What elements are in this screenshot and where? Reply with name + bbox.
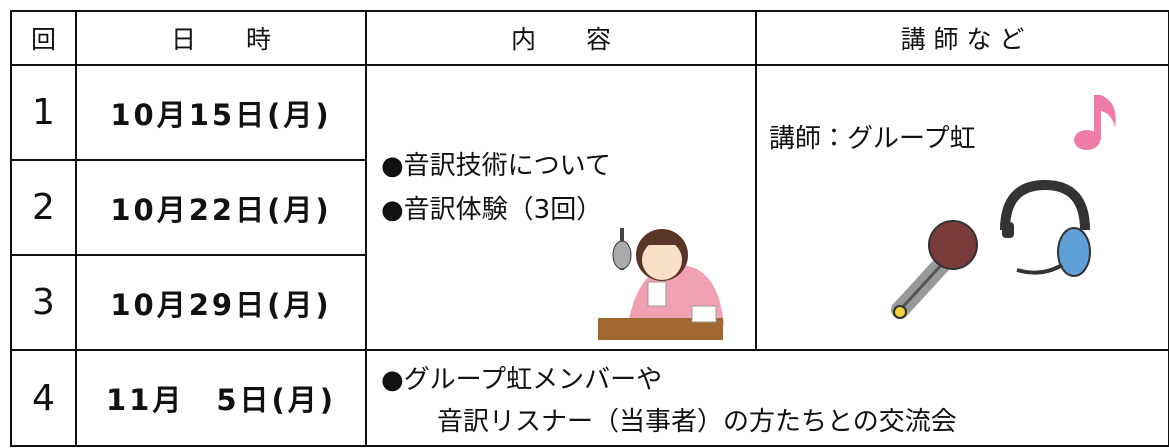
session-date: 10月29日(月) (75, 254, 367, 351)
session-date: 10月22日(月) (75, 159, 367, 256)
content-cell: ●音訳技術について ●音訳体験（3回） (365, 64, 757, 351)
content-item: ●グループ虹メンバーや (381, 365, 663, 395)
session-number: 4 (10, 349, 77, 447)
content-item: ●音訳体験（3回） (381, 195, 603, 225)
header-row: 回 日 時 内 容 講 師 な ど (10, 10, 1169, 66)
content-item: 音訳リスナー（当事者）の方たちとの交流会 (437, 407, 957, 437)
session-date: 11月 5日(月) (75, 349, 367, 447)
session-number: 2 (10, 159, 77, 256)
row: 2 10月22日(月) (10, 159, 1169, 256)
header-cell: 日 時 (75, 10, 367, 66)
schedule-table: 回 日 時 内 容 講 師 な ど 1 10月15日(月) ●音訳技術について … (10, 10, 1169, 447)
final-content: ●グループ虹メンバーや 音訳リスナー（当事者）の方たちとの交流会 (365, 349, 1169, 447)
session-number: 3 (10, 254, 77, 351)
content-item: ●音訳技術について (381, 151, 611, 181)
lecturer: 講師：グループ虹 (769, 124, 976, 154)
session-date: 10月15日(月) (75, 64, 367, 161)
header-cell: 回 (10, 10, 77, 66)
row: 3 10月29日(月) (10, 254, 1169, 351)
header-cell: 講 師 な ど (755, 10, 1169, 66)
lecturer-cell: 講師：グループ虹 (755, 64, 1169, 351)
header-cell: 内 容 (365, 10, 757, 66)
row: 4 11月 5日(月) ●グループ虹メンバーや 音訳リスナー（当事者）の方たちと… (10, 349, 1169, 447)
row: 1 10月15日(月) ●音訳技術について ●音訳体験（3回） 講師：グループ虹 (10, 64, 1169, 351)
session-number: 1 (10, 64, 77, 161)
